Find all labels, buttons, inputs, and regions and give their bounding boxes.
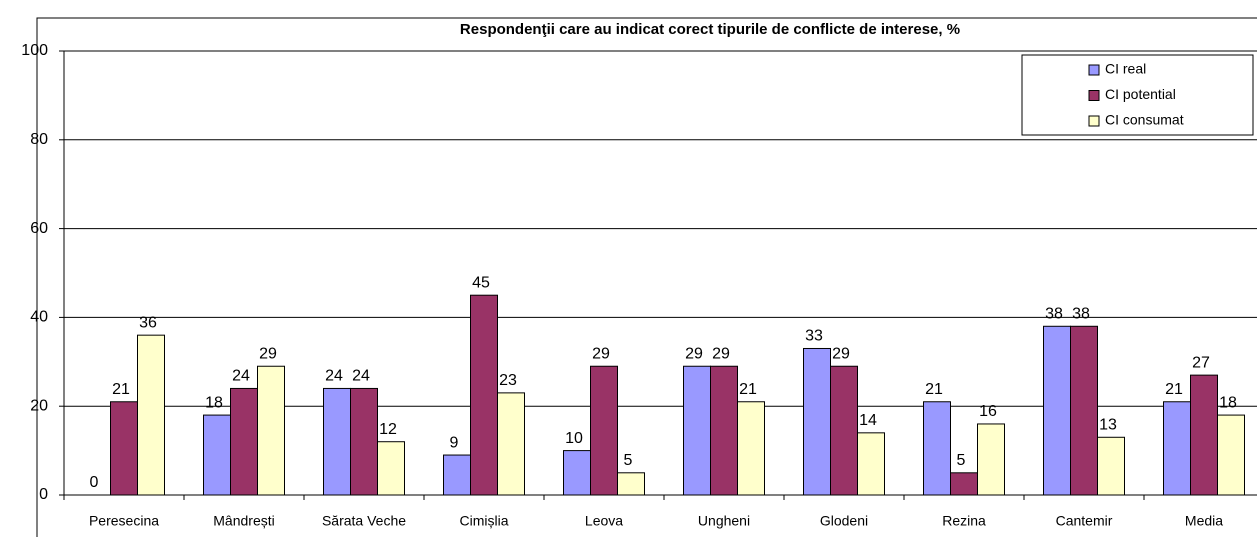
value-label: 21: [739, 381, 757, 398]
value-label: 10: [565, 430, 583, 447]
value-label: 13: [1099, 416, 1117, 433]
bar: [377, 441, 405, 496]
bar: [617, 472, 645, 496]
value-label: 0: [90, 474, 99, 491]
x-tick-label: Sărata Veche: [322, 513, 406, 529]
value-label: 16: [979, 403, 997, 420]
bar: [977, 423, 1005, 496]
chart-frame: [36, 17, 1257, 537]
bar: [563, 450, 591, 496]
bar: [350, 387, 378, 496]
bar: [1163, 401, 1191, 496]
value-label: 36: [139, 314, 157, 331]
value-label: 12: [379, 421, 397, 438]
bar: [110, 401, 138, 496]
y-tick-label: 60: [30, 220, 48, 237]
bar: [857, 432, 885, 496]
value-label: 23: [499, 372, 517, 389]
bar: [710, 365, 738, 496]
y-tick-label: 100: [21, 42, 48, 59]
bar: [230, 387, 258, 496]
y-tick-label: 40: [30, 309, 48, 326]
value-label: 5: [957, 452, 966, 469]
value-label: 24: [352, 368, 370, 385]
value-label: 24: [232, 368, 250, 385]
x-tick-label: Rezina: [942, 513, 986, 529]
value-label: 29: [712, 345, 730, 362]
value-label: 21: [1165, 381, 1183, 398]
legend-swatch: [1088, 64, 1100, 76]
value-label: 38: [1072, 305, 1090, 322]
value-label: 18: [205, 394, 223, 411]
value-label: 18: [1219, 394, 1237, 411]
bar: [1043, 325, 1071, 496]
value-label: 29: [592, 345, 610, 362]
y-tick-label: 20: [30, 397, 48, 414]
bar: [803, 347, 831, 496]
bar: [683, 365, 711, 496]
bar: [1097, 436, 1125, 496]
bar: [443, 454, 471, 496]
bar: [950, 472, 978, 496]
bar: [830, 365, 858, 496]
value-label: 38: [1045, 305, 1063, 322]
bar: [1217, 414, 1245, 496]
value-label: 14: [859, 412, 877, 429]
bar: [1070, 325, 1098, 496]
bar: [323, 387, 351, 496]
x-tick-label: Peresecina: [89, 513, 159, 529]
bar: [203, 414, 231, 496]
bar: [257, 365, 285, 496]
value-label: 24: [325, 368, 343, 385]
bar: [137, 334, 165, 496]
x-tick-label: Cantemir: [1056, 513, 1113, 529]
legend-label: CI potential: [1105, 86, 1176, 102]
value-label: 29: [832, 345, 850, 362]
x-tick-label: Cimișlia: [460, 513, 509, 529]
value-label: 21: [925, 381, 943, 398]
y-tick-label: 80: [30, 131, 48, 148]
y-tick-label: 0: [39, 486, 48, 503]
legend-swatch: [1088, 115, 1100, 127]
bar: [737, 401, 765, 496]
value-label: 45: [472, 274, 490, 291]
legend-label: CI consumat: [1105, 112, 1184, 128]
x-tick-label: Glodeni: [820, 513, 868, 529]
bar: [923, 401, 951, 496]
value-label: 27: [1192, 354, 1210, 371]
value-label: 21: [112, 381, 130, 398]
legend-swatch: [1088, 90, 1100, 101]
value-label: 29: [685, 345, 703, 362]
value-label: 33: [805, 328, 823, 345]
x-tick-label: Mândrești: [213, 513, 274, 529]
bar: [497, 392, 525, 496]
legend-label: CI real: [1105, 61, 1146, 77]
bar: [1190, 374, 1218, 496]
x-tick-label: Ungheni: [698, 513, 750, 529]
x-tick-label: Leova: [585, 513, 623, 529]
value-label: 5: [624, 452, 633, 469]
bar: [590, 365, 618, 496]
chart-title: Respondenţii care au indicat corect tipu…: [460, 21, 960, 38]
value-label: 9: [450, 434, 459, 451]
legend-box: [1021, 54, 1254, 136]
value-label: 29: [259, 345, 277, 362]
x-tick-label: Media: [1185, 513, 1223, 529]
bar: [470, 294, 498, 496]
